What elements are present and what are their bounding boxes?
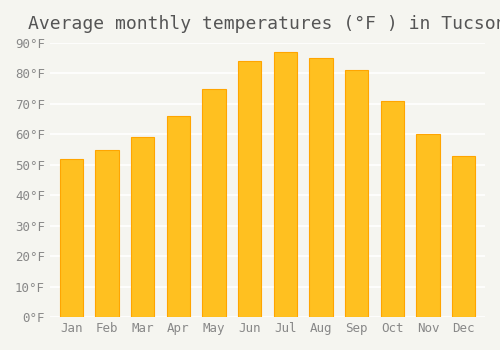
Bar xyxy=(274,52,297,317)
Bar xyxy=(345,70,368,317)
Bar xyxy=(416,134,440,317)
Bar xyxy=(60,159,83,317)
Bar xyxy=(380,101,404,317)
Bar xyxy=(131,137,154,317)
Bar xyxy=(96,149,118,317)
Title: Average monthly temperatures (°F ) in Tucson: Average monthly temperatures (°F ) in Tu… xyxy=(28,15,500,33)
Bar xyxy=(166,116,190,317)
Bar xyxy=(452,156,475,317)
Bar xyxy=(310,58,332,317)
Bar xyxy=(238,61,261,317)
Bar xyxy=(202,89,226,317)
